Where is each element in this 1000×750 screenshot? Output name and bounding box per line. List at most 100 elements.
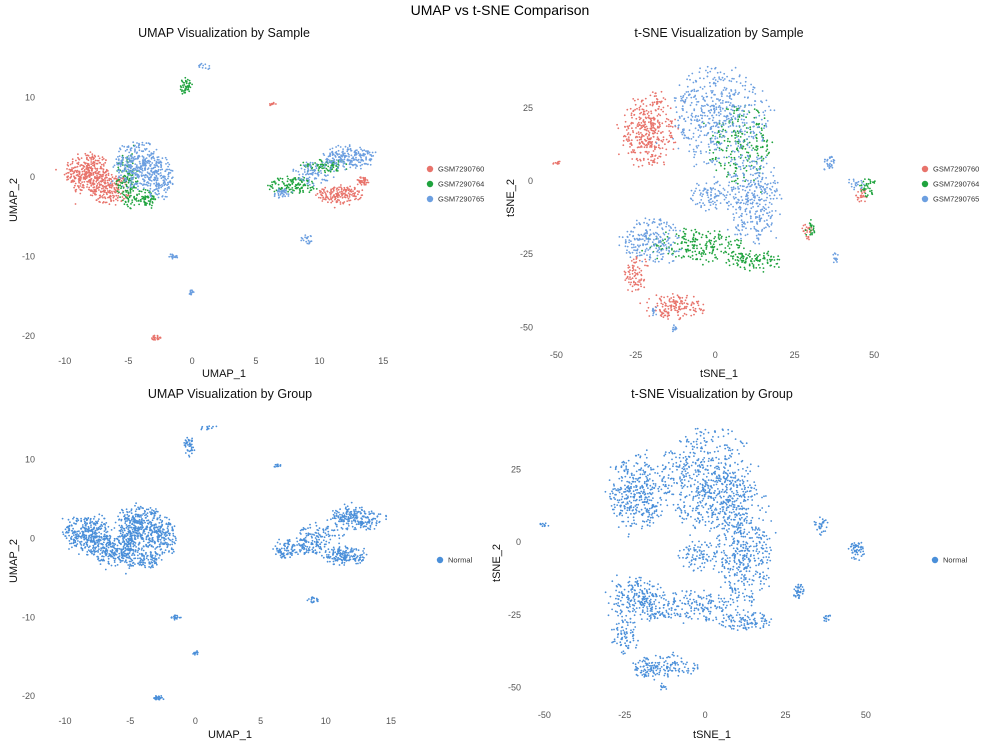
data-point: [766, 252, 769, 255]
data-point: [117, 159, 120, 162]
data-point: [92, 162, 95, 164]
data-point: [622, 139, 625, 142]
data-point: [93, 515, 96, 518]
data-point: [672, 299, 675, 301]
data-point: [102, 163, 105, 166]
data-point: [337, 161, 340, 163]
data-point: [860, 200, 863, 202]
data-point: [98, 181, 100, 184]
data-point: [624, 239, 627, 241]
data-point: [865, 182, 868, 185]
data-point: [333, 158, 336, 161]
data-point: [80, 168, 83, 171]
data-point: [717, 233, 720, 236]
data-point: [748, 141, 751, 144]
data-point: [705, 242, 708, 245]
data-point: [667, 311, 670, 314]
data-point: [79, 542, 82, 545]
data-point: [110, 199, 113, 202]
data-point: [732, 175, 735, 178]
data-point: [148, 155, 151, 158]
data-point: [180, 79, 183, 82]
data-point: [155, 174, 158, 177]
data-point: [307, 177, 309, 180]
data-point: [733, 172, 736, 175]
data-point: [758, 216, 761, 219]
data-point: [149, 194, 152, 197]
data-point: [335, 159, 338, 161]
data-point: [648, 121, 650, 124]
data-point: [87, 163, 90, 165]
data-point: [103, 517, 105, 520]
data-point: [773, 180, 776, 182]
data-point: [269, 184, 271, 187]
data-point: [127, 199, 130, 202]
data-point: [642, 142, 644, 145]
data-point: [96, 176, 98, 179]
data-point: [660, 222, 663, 225]
data-point: [654, 92, 657, 95]
data-point: [658, 246, 660, 249]
data-point: [737, 150, 740, 153]
data-point: [631, 246, 633, 249]
data-point: [753, 179, 755, 182]
data-point: [327, 174, 329, 177]
data-point: [712, 203, 715, 205]
data-point: [338, 158, 341, 161]
data-point: [833, 159, 836, 162]
data-point: [728, 104, 731, 107]
data-point: [727, 253, 730, 256]
data-point: [869, 190, 871, 193]
data-point: [640, 254, 643, 256]
data-point: [333, 160, 336, 163]
data-point: [692, 233, 695, 236]
data-point: [709, 126, 712, 129]
data-point: [867, 183, 870, 185]
data-point: [303, 171, 306, 173]
y-tick-label: -20: [22, 331, 35, 341]
data-point: [647, 138, 650, 141]
data-point: [668, 262, 671, 264]
data-point: [734, 239, 736, 242]
data-point: [737, 186, 739, 188]
data-point: [95, 180, 98, 183]
data-point: [731, 105, 733, 108]
data-point: [691, 301, 694, 304]
data-point: [325, 194, 328, 197]
data-point: [85, 157, 88, 160]
data-point: [726, 75, 728, 78]
legend-label: GSM7290764: [933, 180, 979, 189]
data-point: [805, 226, 808, 229]
data-point: [618, 236, 621, 238]
data-point: [355, 164, 358, 167]
x-tick-label: -50: [550, 350, 563, 360]
data-point: [733, 156, 736, 159]
data-point: [659, 101, 662, 104]
data-point: [73, 166, 76, 169]
data-point: [79, 185, 81, 187]
y-axis-label: UMAP_2: [8, 539, 20, 583]
data-point: [138, 142, 140, 145]
data-point: [739, 166, 742, 168]
data-point: [705, 182, 708, 185]
data-point: [711, 114, 714, 117]
data-point: [716, 123, 719, 125]
data-point: [708, 208, 710, 211]
data-point: [366, 181, 369, 184]
data-point: [745, 213, 748, 216]
data-point: [329, 169, 332, 171]
data-point: [802, 224, 805, 227]
data-point: [720, 91, 723, 93]
data-point: [769, 187, 771, 190]
data-point: [160, 161, 163, 164]
data-point: [732, 255, 735, 257]
data-point: [698, 307, 701, 310]
data-point: [673, 324, 675, 327]
data-point: [728, 200, 730, 203]
data-point: [653, 218, 655, 221]
data-point: [722, 193, 725, 196]
data-point: [314, 165, 317, 168]
data-point: [737, 260, 740, 262]
data-point: [108, 185, 111, 188]
data-point: [113, 164, 116, 167]
